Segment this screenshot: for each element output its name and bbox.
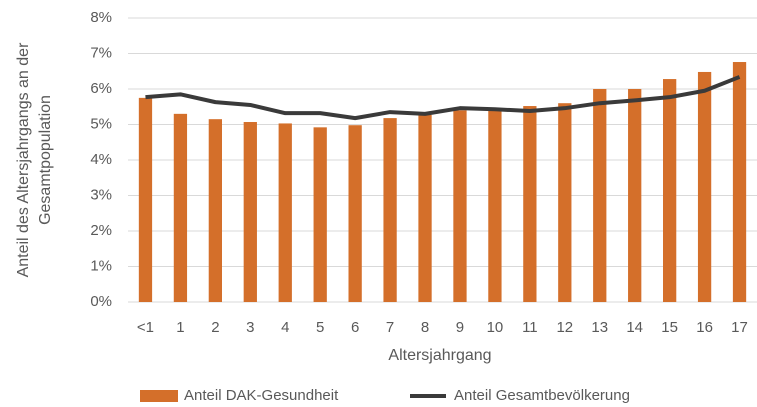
bar [243,122,257,302]
x-tick-label: 6 [351,319,359,336]
x-tick-label: 8 [421,319,429,336]
x-tick-label: 9 [456,319,464,336]
x-tick-label: 17 [731,319,748,336]
y-tick-label: 0% [90,293,112,310]
bar [628,89,642,302]
y-tick-label: 7% [90,44,112,61]
x-tick-label: 10 [487,319,504,336]
y-axis-title: Anteil des Altersjahrgangs an der Gesamt… [15,42,54,277]
x-tick-label: 15 [661,319,678,336]
legend-label: Anteil Gesamtbevölkerung [454,387,630,404]
x-tick-label: 11 [522,319,538,336]
x-tick-label: 4 [281,319,289,336]
x-tick-label: <1 [137,319,154,336]
bar [593,89,607,302]
bar [732,62,747,302]
x-tick-label: 1 [176,319,184,336]
bar [558,103,572,302]
y-tick-label: 8% [90,9,112,26]
bar [697,71,712,303]
x-tick-label: 3 [246,319,254,336]
x-tick-label: 13 [591,319,608,336]
y-tick-label: 3% [90,186,112,203]
x-tick-label: 7 [386,319,394,336]
line [145,75,741,121]
bar [208,119,223,302]
x-tick-label: 12 [556,319,573,336]
bar [662,79,677,302]
legend-swatch [140,390,178,402]
bar [488,110,502,302]
bar [348,125,362,303]
x-tick-label: 2 [211,319,219,336]
bar [523,106,537,302]
legend-label: Anteil DAK-Gesundheit [184,387,339,404]
y-tick-label: 5% [90,115,112,132]
bar [418,114,432,302]
y-tick-label: 4% [90,151,112,168]
x-tick-label: 14 [626,319,643,336]
x-axis-title: Altersjahrgang [388,347,491,364]
bar [383,118,397,302]
x-tick-label: 5 [316,319,324,336]
bar [138,97,153,302]
y-axis-title-line: Anteil des Altersjahrgangs an der [15,42,32,277]
bar [278,123,292,302]
y-tick-label: 1% [90,257,112,274]
bar [173,113,188,302]
bar [313,127,327,302]
bar [453,110,467,302]
y-tick-label: 2% [90,222,112,239]
x-tick-label: 16 [696,319,713,336]
y-tick-label: 6% [90,80,112,97]
y-axis-title-line: Gesamtpopulation [37,95,54,225]
